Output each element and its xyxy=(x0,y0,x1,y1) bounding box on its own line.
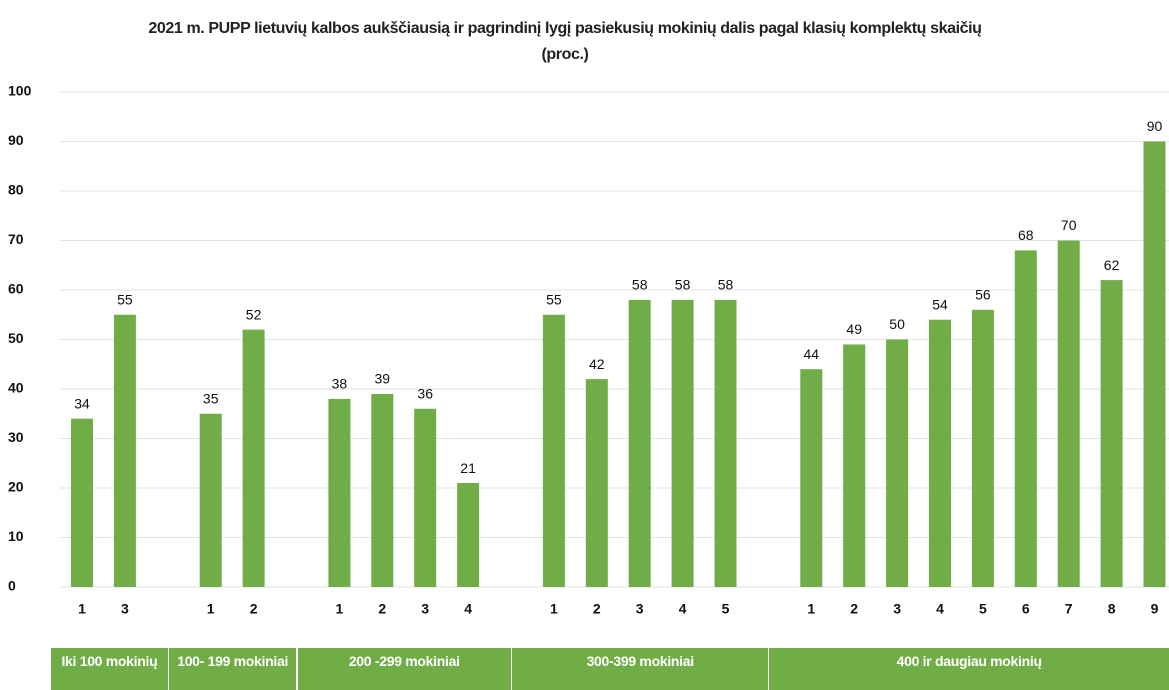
data-label: 50 xyxy=(889,316,905,332)
y-tick-label: 70 xyxy=(8,231,24,247)
x-tick-label: 3 xyxy=(636,601,644,617)
bar xyxy=(714,299,737,587)
x-tick-label: 6 xyxy=(1022,601,1030,617)
group-label: 200 -299 mokiniai xyxy=(296,648,511,690)
chart-title: 2021 m. PUPP lietuvių kalbos aukščiausią… xyxy=(148,20,982,63)
bar xyxy=(1014,250,1037,587)
data-label: 21 xyxy=(460,460,476,476)
data-label: 58 xyxy=(718,277,734,293)
data-label: 35 xyxy=(203,390,219,406)
bar xyxy=(414,408,437,587)
y-tick-label: 60 xyxy=(8,281,24,297)
x-tick-label: 1 xyxy=(807,601,815,617)
x-tick-label: 2 xyxy=(850,601,858,617)
x-tick-label: 1 xyxy=(336,601,344,617)
x-tick-label: 2 xyxy=(593,601,601,617)
x-tick-label: 1 xyxy=(78,601,86,617)
bar xyxy=(328,398,351,587)
data-label: 44 xyxy=(804,346,820,362)
y-tick-label: 10 xyxy=(8,528,24,544)
bar xyxy=(457,483,480,587)
y-tick-label: 30 xyxy=(8,429,24,445)
y-tick-label: 0 xyxy=(8,578,16,594)
bar xyxy=(628,299,651,587)
x-tick-label: 1 xyxy=(207,601,215,617)
data-label: 36 xyxy=(417,386,433,402)
data-label: 58 xyxy=(632,277,648,293)
x-tick-label: 3 xyxy=(893,601,901,617)
data-label: 90 xyxy=(1147,118,1163,134)
bar xyxy=(671,299,694,587)
data-label: 68 xyxy=(1018,227,1034,243)
y-tick-label: 20 xyxy=(8,479,24,495)
y-tick-label: 80 xyxy=(8,182,24,198)
bar xyxy=(113,314,136,587)
x-tick-label: 2 xyxy=(378,601,386,617)
data-label: 55 xyxy=(546,291,562,307)
data-label: 39 xyxy=(375,371,391,387)
bar xyxy=(1057,240,1080,587)
data-label: 55 xyxy=(117,291,133,307)
x-tick-label: 7 xyxy=(1065,601,1073,617)
bar xyxy=(929,319,951,587)
x-tick-label: 5 xyxy=(979,601,987,617)
bar xyxy=(1100,280,1123,587)
data-label: 49 xyxy=(846,321,862,337)
y-tick-label: 40 xyxy=(8,380,24,396)
bar xyxy=(199,413,222,587)
bar xyxy=(971,309,994,587)
bar xyxy=(242,329,265,587)
data-label: 34 xyxy=(74,395,90,411)
y-tick-label: 100 xyxy=(8,83,32,99)
data-label: 54 xyxy=(932,296,948,312)
x-tick-label: 4 xyxy=(936,601,944,617)
data-label: 70 xyxy=(1061,217,1077,233)
bar xyxy=(71,418,93,587)
x-tick-label: 4 xyxy=(464,601,472,617)
data-label: 52 xyxy=(246,306,262,322)
data-label: 42 xyxy=(589,356,605,372)
group-label: 300-399 mokiniai xyxy=(511,648,769,690)
group-label: 100- 199 mokiniai xyxy=(167,648,297,690)
y-tick-label: 90 xyxy=(8,132,24,148)
bar xyxy=(886,339,909,587)
x-tick-label: 1 xyxy=(550,601,558,617)
x-tick-label: 3 xyxy=(421,601,429,617)
bar xyxy=(843,344,866,587)
y-tick-label: 50 xyxy=(8,330,24,346)
bar xyxy=(371,393,394,587)
x-tick-label: 5 xyxy=(722,601,730,617)
group-label: 400 ir daugiau mokinių xyxy=(768,648,1169,690)
bar xyxy=(800,369,823,587)
x-tick-label: 3 xyxy=(121,601,129,617)
data-label: 38 xyxy=(332,376,348,392)
bar xyxy=(1143,141,1166,587)
data-label: 62 xyxy=(1104,257,1120,273)
bar xyxy=(542,314,565,587)
x-tick-label: 9 xyxy=(1151,601,1159,617)
x-tick-label: 8 xyxy=(1108,601,1116,617)
x-tick-label: 4 xyxy=(679,601,687,617)
data-label: 58 xyxy=(675,277,691,293)
data-label: 56 xyxy=(975,287,991,303)
group-label: Iki 100 mokinių xyxy=(50,648,168,690)
x-tick-label: 2 xyxy=(250,601,258,617)
bar xyxy=(585,379,608,587)
